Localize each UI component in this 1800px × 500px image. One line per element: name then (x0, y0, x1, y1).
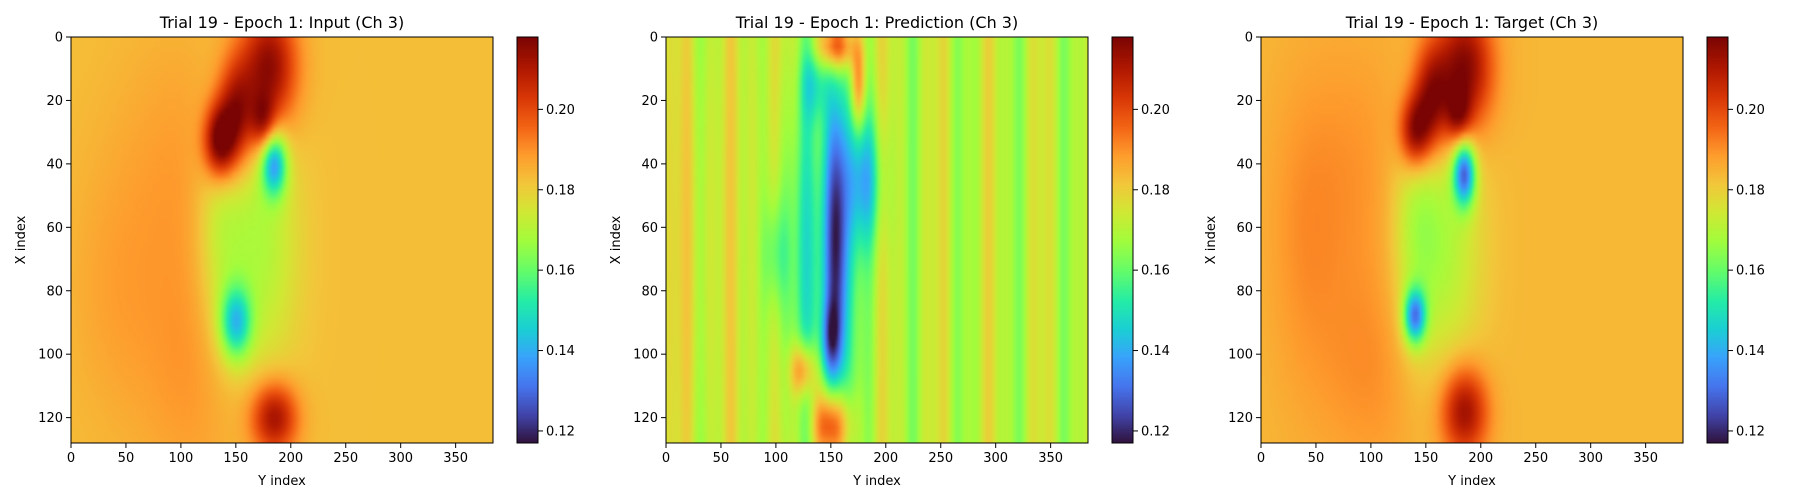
x-tick-label: 250 (928, 451, 953, 466)
colorbar-tick-label: 0.18 (1736, 183, 1765, 198)
x-tick-label: 100 (168, 451, 193, 466)
colorbar-tick-label: 0.12 (1736, 424, 1765, 439)
y-tick-label: 40 (46, 157, 63, 172)
y-tick-label: 120 (38, 411, 63, 426)
y-axis-label: X index (609, 215, 624, 264)
colorbar-tick-label: 0.16 (1141, 264, 1170, 279)
chart-title: Trial 19 - Epoch 1: Target (Ch 3) (1345, 13, 1598, 32)
colorbar-tick-label: 0.14 (1736, 344, 1765, 359)
y-tick-label: 120 (633, 411, 658, 426)
y-tick-label: 80 (1236, 284, 1253, 299)
chart-title: Trial 19 - Epoch 1: Input (Ch 3) (159, 13, 404, 32)
x-axis-label: Y index (852, 474, 901, 489)
x-tick-label: 50 (118, 451, 135, 466)
colorbar-tick-label: 0.14 (546, 344, 575, 359)
x-tick-label: 350 (1633, 451, 1658, 466)
y-tick-label: 20 (46, 94, 63, 109)
colorbar (1112, 37, 1133, 443)
y-tick-label: 0 (650, 31, 658, 46)
colorbar-tick-label: 0.18 (546, 183, 575, 198)
colorbar-tick-label: 0.18 (1141, 183, 1170, 198)
x-tick-label: 150 (1413, 451, 1438, 466)
heatmap-panel-1: Trial 19 - Epoch 1: Input (Ch 3) 0 50 100 15… (14, 13, 575, 489)
y-tick-label: 80 (46, 284, 63, 299)
x-axis-label: Y index (257, 474, 306, 489)
colorbar-tick-label: 0.14 (1141, 344, 1170, 359)
colorbar-frame (1706, 36, 1729, 444)
x-tick-label: 50 (713, 451, 730, 466)
y-tick-label: 40 (641, 157, 658, 172)
x-axis-label: Y index (1447, 474, 1496, 489)
y-tick-label: 40 (1236, 157, 1253, 172)
colorbar-frame (516, 36, 539, 444)
y-axis-label: X index (14, 215, 29, 264)
y-tick-label: 60 (641, 221, 658, 236)
x-tick-label: 250 (1523, 451, 1548, 466)
colorbar-tick-label: 0.20 (1141, 103, 1170, 118)
chart-title: Trial 19 - Epoch 1: Prediction (Ch 3) (735, 13, 1018, 32)
heatmap-image (1261, 37, 1683, 443)
colorbar-tick-label: 0.20 (546, 103, 575, 118)
colorbar-frame (1111, 36, 1134, 444)
heatmap-image (666, 37, 1088, 443)
x-tick-label: 300 (1578, 451, 1603, 466)
x-tick-label: 150 (818, 451, 843, 466)
y-tick-label: 100 (38, 348, 63, 363)
y-tick-label: 0 (1245, 31, 1253, 46)
y-tick-label: 100 (633, 348, 658, 363)
colorbar-tick-label: 0.16 (546, 264, 575, 279)
colorbar-tick-label: 0.16 (1736, 264, 1765, 279)
plot-frame (1260, 36, 1684, 444)
y-tick-label: 0 (55, 31, 63, 46)
x-tick-label: 0 (1257, 451, 1265, 466)
x-tick-label: 0 (662, 451, 670, 466)
x-tick-label: 250 (333, 451, 358, 466)
x-tick-label: 200 (1468, 451, 1493, 466)
y-tick-label: 120 (1228, 411, 1253, 426)
plot-frame (665, 36, 1089, 444)
x-tick-label: 100 (1358, 451, 1383, 466)
heatmap-panel-2: Trial 19 - Epoch 1: Prediction (Ch 3) 0 50… (609, 13, 1170, 489)
y-tick-label: 20 (1236, 94, 1253, 109)
plot-frame (70, 36, 494, 444)
x-tick-label: 350 (443, 451, 468, 466)
y-axis-label: X index (1204, 215, 1219, 264)
x-tick-label: 0 (67, 451, 75, 466)
x-tick-label: 350 (1038, 451, 1063, 466)
colorbar-tick-label: 0.12 (1141, 424, 1170, 439)
heatmap-panel-3: Trial 19 - Epoch 1: Target (Ch 3) 0 50 100 1… (1204, 13, 1765, 489)
x-tick-label: 100 (763, 451, 788, 466)
y-tick-label: 100 (1228, 348, 1253, 363)
x-tick-label: 150 (223, 451, 248, 466)
heatmap-image (71, 37, 493, 443)
x-tick-label: 200 (278, 451, 303, 466)
colorbar (517, 37, 538, 443)
colorbar (1707, 37, 1728, 443)
colorbar-tick-label: 0.12 (546, 424, 575, 439)
y-tick-label: 60 (46, 221, 63, 236)
y-tick-label: 60 (1236, 221, 1253, 236)
x-tick-label: 50 (1308, 451, 1325, 466)
y-tick-label: 80 (641, 284, 658, 299)
x-tick-label: 300 (983, 451, 1008, 466)
colorbar-tick-label: 0.20 (1736, 103, 1765, 118)
x-tick-label: 300 (388, 451, 413, 466)
x-tick-label: 200 (873, 451, 898, 466)
y-tick-label: 20 (641, 94, 658, 109)
